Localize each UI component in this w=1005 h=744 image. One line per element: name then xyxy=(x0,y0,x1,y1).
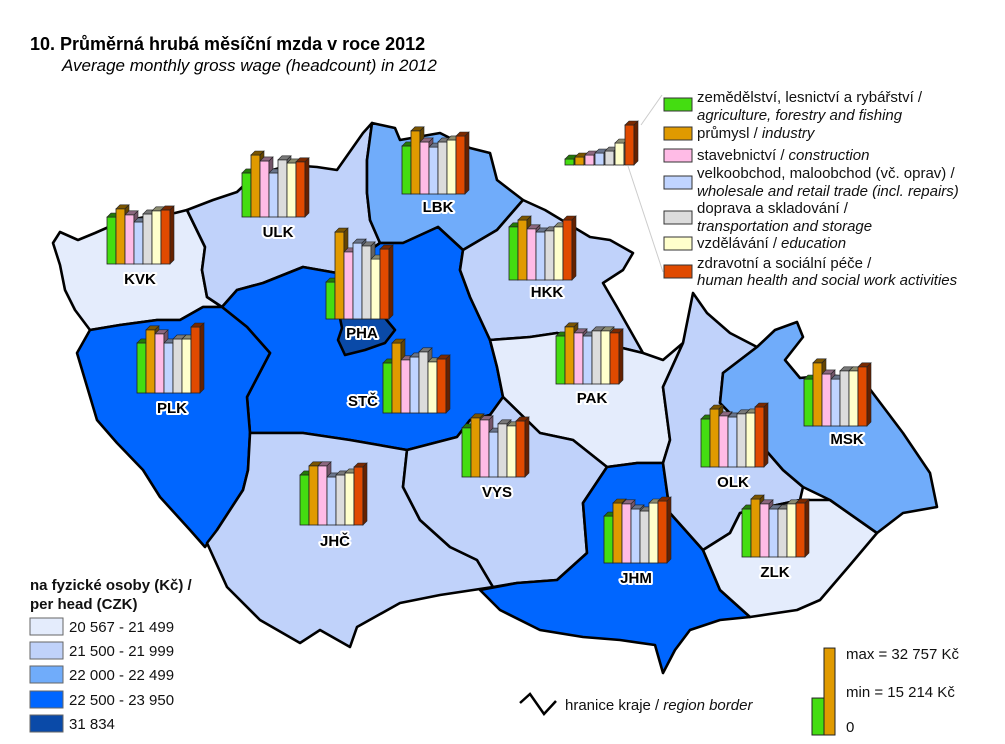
class-label: 22 000 - 22 499 xyxy=(69,667,174,684)
class-swatch xyxy=(29,641,64,660)
map-title: 10. Průměrná hrubá měsíční mzda v roce 2… xyxy=(30,34,425,54)
class-swatch xyxy=(29,714,64,733)
bar-chart-hkk xyxy=(508,215,577,281)
legend-trade-en: wholesale and retail trade (incl. repair… xyxy=(697,183,959,200)
legend-industry: průmysl / industry xyxy=(697,125,816,142)
bar-chart-plk xyxy=(136,322,205,394)
legend-agriculture: zemědělství, lesnictví a rybářství / xyxy=(697,89,923,106)
bar-chart-kvk xyxy=(106,204,175,265)
region-label-vys: VYS xyxy=(482,484,512,501)
region-label-hkk: HKK xyxy=(531,284,564,301)
scale-min-label: min = 15 214 Kč xyxy=(846,684,955,701)
bar-olk-sector-6 xyxy=(754,402,769,468)
bar-chart-olk xyxy=(700,402,769,468)
scale-max-bar xyxy=(823,647,836,736)
sector-swatch xyxy=(663,148,693,163)
legend-transport: doprava a skladování / xyxy=(697,200,849,217)
region-label-jhc: JHČ xyxy=(320,532,350,550)
region-label-pha: PHA xyxy=(346,325,378,342)
scale-zero-label: 0 xyxy=(846,719,854,736)
bar-lbk-sector-6 xyxy=(455,131,470,195)
bar-zlk-sector-6 xyxy=(795,498,810,558)
legend-education: vzdělávání / education xyxy=(697,235,846,252)
legend-title-en: per head (CZK) xyxy=(30,596,138,613)
bar-msk-sector-6 xyxy=(857,362,872,427)
bar-chart-zlk xyxy=(741,494,810,558)
bar-chart-vys xyxy=(461,413,530,478)
region-label-lbk: LBK xyxy=(423,199,454,216)
class-swatch xyxy=(29,617,64,636)
legend-sample-chart xyxy=(564,120,639,166)
bar-chart-lbk xyxy=(401,126,470,195)
legend-trade: velkoobchod, maloobchod (vč. oprav) / xyxy=(697,165,955,182)
border-legend: hranice kraje / region border xyxy=(519,692,753,716)
region-label-kvk: KVK xyxy=(124,271,156,288)
legend-health-en: human health and social work activities xyxy=(697,272,958,289)
bar-kvk-sector-6 xyxy=(160,205,175,265)
leader-line xyxy=(627,165,664,273)
region-label-ulk: ULK xyxy=(263,224,294,241)
region-label-olk: OLK xyxy=(717,474,749,491)
class-label: 31 834 xyxy=(69,716,115,733)
bar-chart-jhč xyxy=(299,461,368,526)
region-label-msk: MSK xyxy=(830,431,864,448)
region-label-plk: PLK xyxy=(157,400,187,417)
bar-ulk-sector-6 xyxy=(295,157,310,218)
legend-health: zdravotní a sociální péče / xyxy=(697,255,872,272)
bar-chart-pha xyxy=(325,227,394,320)
map-subtitle: Average monthly gross wage (headcount) i… xyxy=(61,56,437,75)
legend-agriculture-en: agriculture, forestry and fishing xyxy=(697,107,903,124)
bar-chart-jhm xyxy=(603,496,672,564)
border-legend-label: hranice kraje / region border xyxy=(565,697,753,714)
legend-title-cz: na fyzické osoby (Kč) / xyxy=(30,577,193,594)
class-swatch xyxy=(29,665,64,684)
sector-swatch xyxy=(663,175,693,190)
bar-stč-sector-6 xyxy=(436,354,451,414)
sector-swatch xyxy=(663,126,693,141)
sector-swatch xyxy=(663,210,693,225)
region-label-stc: STČ xyxy=(348,392,378,410)
class-label: 22 500 - 23 950 xyxy=(69,692,174,709)
bar-pak-sector-6 xyxy=(609,328,624,385)
bar-plk-sector-6 xyxy=(190,322,205,394)
choropleth-legend: na fyzické osoby (Kč) / per head (CZK) 2… xyxy=(29,577,193,733)
bar-jhm-sector-6 xyxy=(657,496,672,564)
class-label: 20 567 - 21 499 xyxy=(69,619,174,636)
region-label-zlk: ZLK xyxy=(760,564,789,581)
leader-line xyxy=(640,94,663,126)
region-labels-layer: KVK ULK LBK STČ PHA HKK PAK PLK JHČ VYS … xyxy=(122,197,866,589)
bar-charts-layer xyxy=(106,126,872,564)
sector-legend: zemědělství, lesnictví a rybářství / agr… xyxy=(564,89,959,289)
scale-max-label: max = 32 757 Kč xyxy=(846,646,959,663)
legend-transport-en: transportation and storage xyxy=(697,218,872,235)
bar-hkk-sector-6 xyxy=(562,215,577,281)
sector-swatch xyxy=(663,264,693,279)
class-label: 21 500 - 21 999 xyxy=(69,643,174,660)
bar-vys-sector-6 xyxy=(515,416,530,478)
sample-bar xyxy=(624,120,639,166)
sector-swatch xyxy=(663,97,693,112)
bar-chart-pak xyxy=(555,322,624,385)
border-line-icon xyxy=(519,692,557,716)
bar-jhč-sector-6 xyxy=(353,462,368,526)
bar-pha-sector-6 xyxy=(379,244,394,320)
scale-legend: max = 32 757 Kč min = 15 214 Kč 0 xyxy=(811,646,959,736)
bar-chart-ulk xyxy=(241,150,310,218)
region-label-jhm: JHM xyxy=(620,570,652,587)
sector-swatch xyxy=(663,236,693,251)
bar-chart-msk xyxy=(803,358,872,427)
region-label-pak: PAK xyxy=(577,390,608,407)
legend-construction: stavebnictví / construction xyxy=(697,147,869,164)
bar-chart-stč xyxy=(382,338,451,414)
scale-min-bar xyxy=(811,697,825,736)
class-swatch xyxy=(29,690,64,709)
